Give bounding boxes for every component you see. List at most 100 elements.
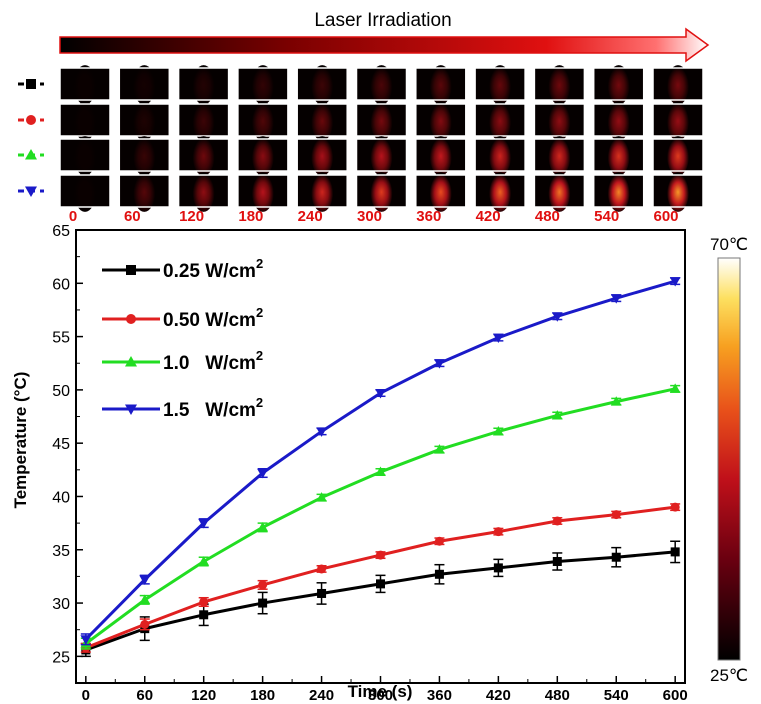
data-point: [199, 610, 208, 619]
thermal-cell: [238, 101, 288, 141]
x-tick-label: 540: [604, 687, 629, 704]
thermal-cell: [416, 101, 466, 141]
chart-legend: 0.25 W/cm2 0.50 W/cm2 1.0 W/cm2 1.5 W/cm2: [102, 256, 263, 421]
thermal-time-label: 480: [535, 208, 560, 225]
thermal-cell: [60, 65, 110, 105]
data-point: [258, 599, 267, 608]
laser-irradiation-arrow: Laser Irradiation: [60, 10, 708, 61]
thermal-cell: [594, 172, 644, 212]
thermal-cell: [119, 172, 169, 212]
arrow-shape: [60, 29, 708, 61]
thermal-cell: [534, 101, 584, 141]
legend-item: 0.50 W/cm2: [102, 305, 263, 331]
thermal-cell: [179, 172, 229, 212]
data-point: [612, 510, 621, 519]
thermal-cell: [534, 136, 584, 176]
x-tick-label: 120: [191, 687, 216, 704]
data-point: [671, 547, 680, 556]
chart-series: [80, 277, 680, 656]
y-tick-label: 35: [52, 543, 70, 560]
data-point: [199, 597, 208, 606]
data-point: [553, 557, 562, 566]
thermal-time-labels: 0 60 120 180 240 300 360 420 480 540 600: [69, 208, 679, 225]
legend-item: 0.25 W/cm2: [102, 256, 263, 282]
x-tick-label: 600: [663, 687, 688, 704]
thermal-cell: [357, 136, 407, 176]
thermal-cell: [297, 101, 347, 141]
arrow-title: Laser Irradiation: [314, 10, 451, 31]
data-point: [553, 516, 562, 525]
colorbar-max-label: 70℃: [710, 235, 748, 254]
data-point: [317, 589, 326, 598]
x-tick-label: 420: [486, 687, 511, 704]
thermal-cell: [119, 136, 169, 176]
legend-label: 0.25 W/cm2: [163, 256, 263, 282]
temperature-chart: 0 60 120 180 240 300 360 420 480 540 600 25 30 35 40 45…: [11, 223, 688, 704]
thermal-cell: [179, 65, 229, 105]
thermal-cell: [594, 101, 644, 141]
thermal-cell: [179, 101, 229, 141]
thermal-cell: [60, 101, 110, 141]
thermal-cell: [416, 172, 466, 212]
y-tick-label: 65: [52, 223, 70, 240]
thermal-cell: [60, 136, 110, 176]
y-tick-label: 25: [52, 649, 70, 666]
thermal-cell: [653, 136, 703, 176]
row-legend-marker: [26, 115, 36, 125]
y-tick-label: 50: [52, 383, 70, 400]
x-tick-label: 0: [82, 687, 90, 704]
thermal-time-label: 600: [653, 208, 678, 225]
legend-label: 0.50 W/cm2: [163, 305, 263, 331]
row-legend-item: [18, 79, 44, 89]
thermal-cell: [653, 65, 703, 105]
thermal-time-label: 540: [594, 208, 619, 225]
thermal-cell: [475, 136, 525, 176]
y-tick-label: 60: [52, 276, 70, 293]
thermal-cell: [357, 65, 407, 105]
thermal-cell: [594, 136, 644, 176]
thermal-cell: [475, 172, 525, 212]
y-tick-label: 55: [52, 330, 70, 347]
thermal-cell: [416, 65, 466, 105]
row-legend-item: [18, 187, 44, 198]
thermal-cell: [238, 65, 288, 105]
legend-label: 1.0 W/cm2: [163, 348, 263, 374]
thermal-cell: [534, 172, 584, 212]
y-axis-label: Temperature (°C): [11, 372, 30, 509]
y-tick-label: 40: [52, 489, 70, 506]
thermal-cell: [238, 172, 288, 212]
thermal-time-label: 60: [124, 208, 141, 225]
thermal-cell: [653, 101, 703, 141]
colorbar-gradient: [718, 258, 740, 660]
thermal-cell: [297, 172, 347, 212]
x-axis-label: Time (s): [348, 682, 413, 701]
legend-marker: [126, 265, 136, 275]
legend-label: 1.5 W/cm2: [163, 395, 263, 421]
data-point: [435, 570, 444, 579]
series-line: [86, 552, 675, 650]
thermal-cell: [357, 172, 407, 212]
thermal-time-label: 420: [476, 208, 501, 225]
data-point: [376, 579, 385, 588]
x-tick-label: 360: [427, 687, 452, 704]
thermal-cell: [119, 101, 169, 141]
legend-item: 1.0 W/cm2: [102, 348, 263, 374]
thermal-time-label: 180: [238, 208, 263, 225]
thermal-image-grid: [60, 65, 703, 212]
thermal-time-label: 360: [416, 208, 441, 225]
thermal-cell: [534, 65, 584, 105]
thermal-time-label: 240: [298, 208, 323, 225]
thermal-row-legend: [18, 79, 44, 197]
thermal-time-label: 0: [69, 208, 77, 225]
x-tick-label: 60: [136, 687, 153, 704]
row-legend-item: [18, 115, 44, 125]
series-line: [86, 389, 675, 644]
data-point: [612, 553, 621, 562]
thermal-cell: [119, 65, 169, 105]
thermal-time-label: 120: [179, 208, 204, 225]
thermal-cell: [594, 65, 644, 105]
legend-item: 1.5 W/cm2: [102, 395, 263, 421]
y-tick-label: 45: [52, 436, 70, 453]
data-point: [140, 620, 149, 629]
